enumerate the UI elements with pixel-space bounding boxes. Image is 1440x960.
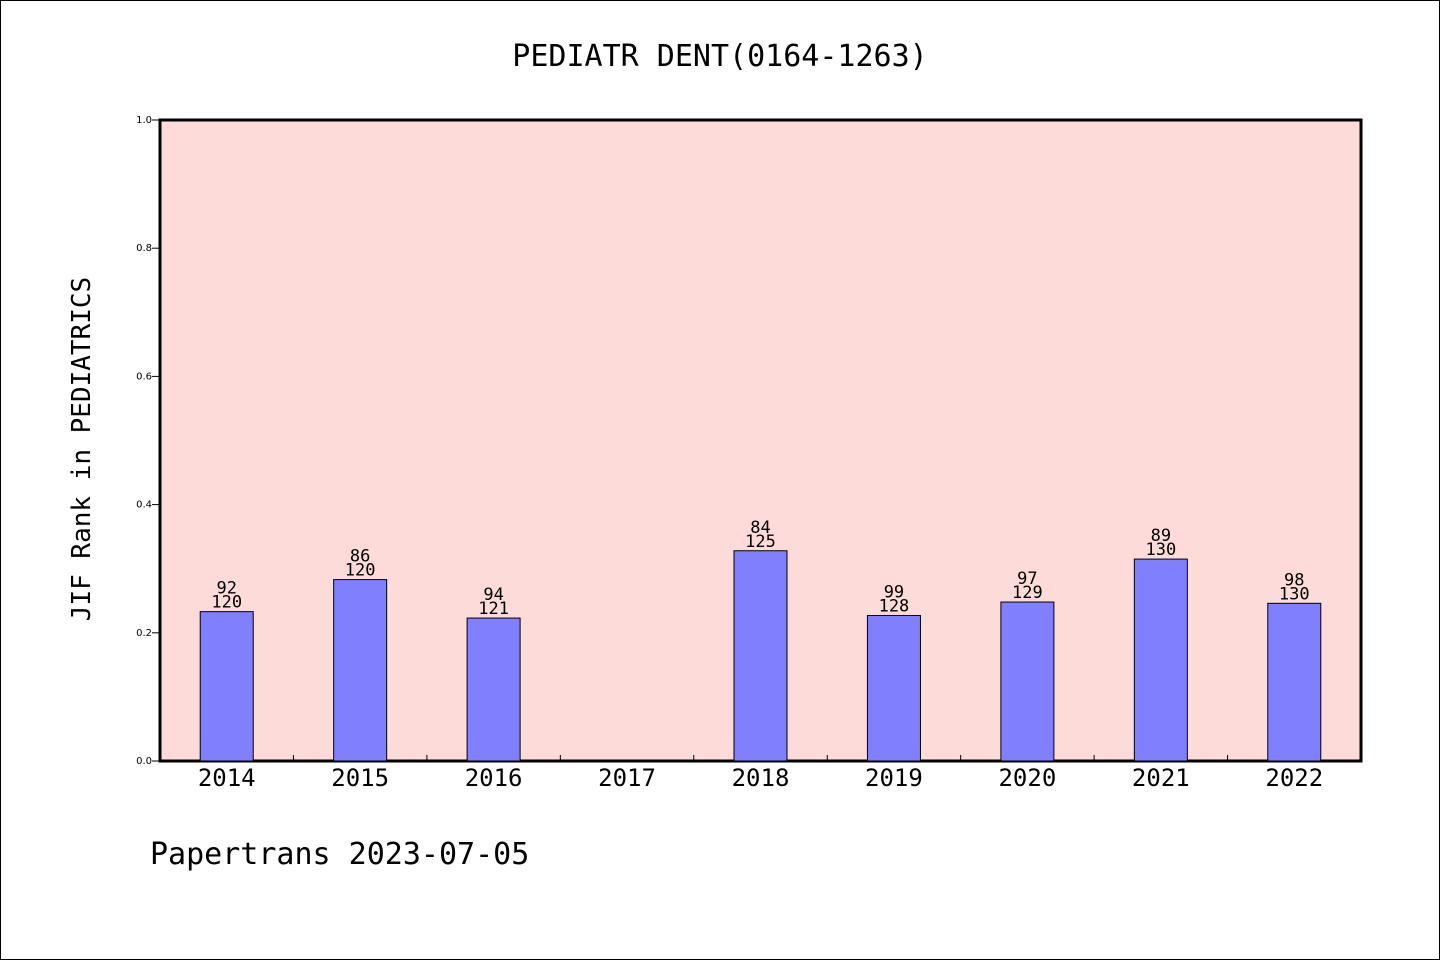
bar-total-label: 125 (745, 532, 776, 552)
bar-rank-label: 99 (884, 582, 904, 602)
bar-2022 (1267, 602, 1322, 762)
x-tick-label: 2019 (865, 764, 923, 792)
x-tick-label: 2015 (331, 764, 389, 792)
bar-2016 (466, 617, 521, 762)
bar-total-label: 121 (478, 599, 509, 619)
x-tick-label: 2016 (465, 764, 523, 792)
bar-rank-label: 89 (1151, 526, 1171, 546)
bars (199, 550, 1322, 762)
bar-rank-label: 84 (750, 518, 770, 538)
y-axis-ticks: 0.0 0.2 0.4 0.6 0.8 1.0 (136, 115, 160, 767)
bar-total-label: 129 (1012, 583, 1043, 603)
bar-2014 (199, 611, 254, 762)
x-tick-label: 2017 (598, 764, 656, 792)
y-tick-label: 0.2 (136, 628, 152, 639)
bar-2021 (1133, 558, 1188, 762)
bar-2020 (1000, 601, 1055, 762)
bar-2018 (733, 550, 788, 762)
bar-rank-label: 94 (483, 585, 503, 605)
footer-credit: Papertrans 2023-07-05 (150, 837, 529, 872)
bar-2015 (333, 579, 388, 762)
y-tick-label: 0.0 (136, 756, 152, 767)
x-tick-label: 2020 (998, 764, 1056, 792)
bar-rank-label: 92 (216, 579, 236, 599)
bar-total-label: 130 (1279, 584, 1310, 604)
x-axis-labels: 2014 2015 2016 2017 2018 2019 2020 2021 2022 (198, 764, 1323, 792)
x-tick-label: 2021 (1132, 764, 1190, 792)
bar-rank-label: 98 (1284, 570, 1304, 590)
bar-total-label: 120 (345, 561, 376, 581)
y-tick-label: 0.6 (136, 371, 152, 382)
bar-rank-label: 86 (350, 547, 370, 567)
y-tick-label: 0.8 (136, 243, 152, 254)
y-axis-label: JIF Rank in PEDIATRICS (67, 277, 97, 621)
bar-2019 (866, 614, 921, 762)
bar-rank-label: 97 (1017, 569, 1037, 589)
y-tick-label: 0.4 (136, 500, 152, 511)
bar-total-label: 120 (211, 593, 242, 613)
x-axis-ticks (292, 755, 1229, 761)
bar-total-label: 128 (879, 596, 910, 616)
x-tick-label: 2018 (732, 764, 790, 792)
x-tick-label: 2022 (1265, 764, 1323, 792)
bar-total-label: 130 (1145, 540, 1176, 560)
chart-title: PEDIATR DENT(0164-1263) (512, 39, 927, 74)
y-tick-label: 1.0 (136, 115, 152, 126)
x-tick-label: 2014 (198, 764, 256, 792)
